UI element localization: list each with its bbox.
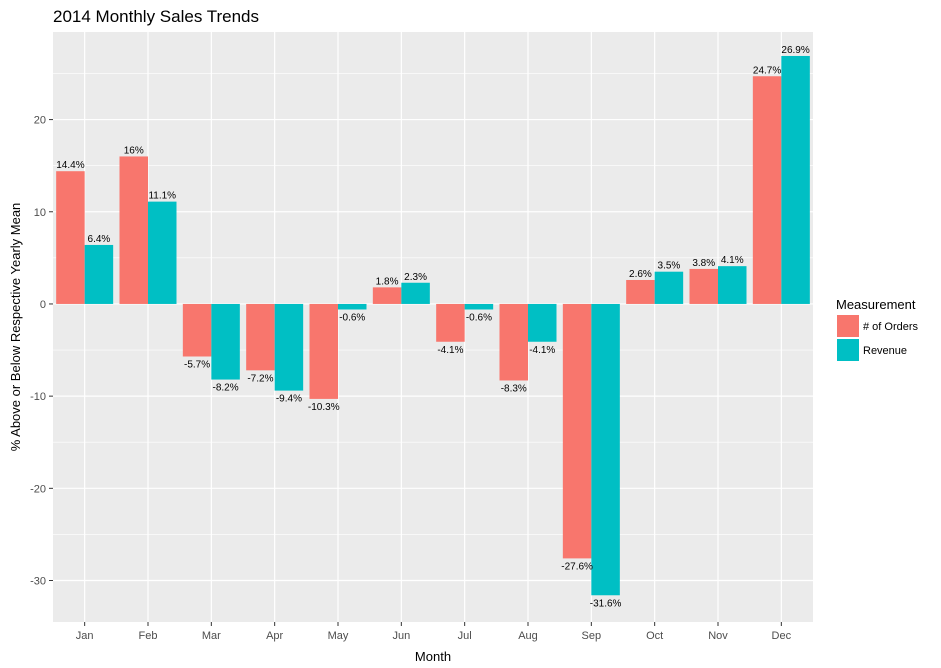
bar-label: -4.1%	[529, 345, 555, 356]
x-tick-label: Mar	[202, 630, 221, 642]
legend-key-orders	[837, 315, 859, 337]
bar-aug-orders	[499, 303, 528, 381]
bar-label: 24.7%	[753, 65, 781, 76]
x-tick-label: Nov	[708, 630, 728, 642]
bar-mar-orders	[182, 303, 212, 357]
bar-label: 2.6%	[629, 269, 652, 280]
legend-key-revenue	[837, 339, 859, 361]
bar-label: 6.4%	[88, 234, 111, 245]
bar-label: 3.8%	[692, 258, 715, 269]
bar-dec-orders	[752, 76, 782, 304]
legend-title: Measurement	[836, 297, 916, 312]
bar-label: -5.7%	[184, 360, 210, 371]
bar-nov-revenue	[718, 266, 747, 304]
x-tick-label: Apr	[266, 630, 283, 642]
grid-minor	[53, 73, 813, 535]
y-tick-label: -30	[30, 576, 46, 588]
bar-apr-orders	[246, 303, 275, 371]
bar-label: -27.6%	[561, 561, 593, 572]
x-tick-label: Jan	[76, 630, 94, 642]
bar-label: -7.2%	[247, 373, 273, 384]
bars	[56, 55, 810, 596]
bar-sep-revenue	[591, 303, 620, 596]
bar-jan-orders	[56, 171, 85, 304]
bar-label: -31.6%	[590, 598, 622, 609]
bar-label: -8.3%	[501, 383, 527, 394]
bar-label: -8.2%	[213, 383, 239, 394]
bar-label: 16%	[124, 145, 144, 156]
bar-may-revenue	[338, 303, 367, 310]
x-tick-label: Oct	[646, 630, 663, 642]
bar-label: -9.4%	[276, 394, 302, 405]
x-tick-label: Jul	[458, 630, 472, 642]
bar-label: -0.6%	[339, 312, 365, 323]
bar-label: 4.1%	[721, 255, 744, 266]
bar-labels: 14.4% 16% -5.7% -7.2% -10.3% 1.8% -4.1% -8.3% -2…	[56, 45, 810, 609]
bar-mar-revenue	[211, 303, 240, 380]
y-axis: -30 -20 -10 0 10 20	[30, 115, 53, 588]
bar-sep-orders	[562, 303, 592, 559]
y-tick-label: -10	[30, 391, 46, 403]
bar-label: 11.1%	[148, 191, 176, 202]
bar-label: 2.3%	[404, 272, 427, 283]
y-tick-label: 10	[34, 207, 46, 219]
x-axis: Jan Feb Mar Apr May Jun Jul Aug Sep Oct Nov Dec	[76, 622, 792, 642]
x-tick-label: May	[328, 630, 349, 642]
x-tick-label: Aug	[518, 630, 538, 642]
y-axis-title: % Above or Below Respective Yearly Mean	[8, 203, 23, 452]
chart-title: 2014 Monthly Sales Trends	[53, 7, 259, 26]
legend: Measurement # of Orders Revenue	[836, 297, 919, 361]
bar-jul-revenue	[464, 303, 494, 310]
bar-dec-revenue	[781, 55, 810, 304]
bar-may-orders	[309, 303, 338, 399]
y-tick-label: -20	[30, 483, 46, 495]
legend-label: Revenue	[863, 345, 907, 357]
bar-jun-orders	[372, 287, 402, 304]
bar-jun-revenue	[401, 282, 430, 304]
grid-major	[53, 32, 813, 622]
bar-oct-orders	[626, 279, 655, 304]
bar-feb-revenue	[148, 201, 177, 304]
bar-feb-orders	[119, 156, 148, 304]
x-tick-label: Sep	[582, 630, 602, 642]
x-tick-label: Dec	[772, 630, 792, 642]
bar-label: -10.3%	[308, 402, 340, 413]
bar-label: 26.9%	[781, 45, 809, 56]
bar-label: 1.8%	[376, 276, 399, 287]
x-tick-label: Jun	[392, 630, 410, 642]
bar-label: -4.1%	[437, 345, 463, 356]
bar-jul-orders	[436, 303, 465, 342]
x-tick-label: Feb	[139, 630, 158, 642]
bar-label: 3.5%	[658, 261, 681, 272]
y-tick-label: 20	[34, 115, 46, 127]
legend-label: # of Orders	[863, 321, 919, 333]
x-axis-title: Month	[415, 649, 451, 664]
bar-nov-orders	[689, 268, 718, 304]
bar-oct-revenue	[654, 271, 684, 304]
y-tick-label: 0	[40, 299, 46, 311]
bar-aug-revenue	[528, 303, 557, 342]
bar-label: -0.6%	[466, 312, 492, 323]
bar-label: 14.4%	[56, 160, 84, 171]
bar-apr-revenue	[274, 303, 304, 391]
plot-panel	[53, 32, 813, 622]
bar-jan-revenue	[84, 244, 114, 304]
